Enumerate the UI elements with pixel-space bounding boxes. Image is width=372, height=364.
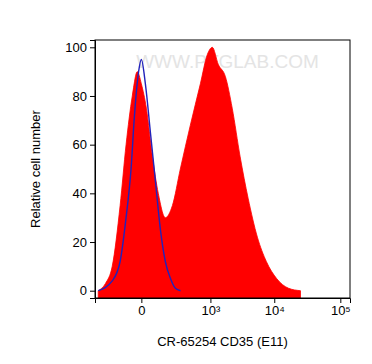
- x-tick-label: 0: [138, 303, 145, 318]
- x-tick-label: 10⁵: [331, 303, 351, 318]
- y-axis: 0 20 40 60 80 100: [65, 40, 95, 299]
- y-tick-label: 80: [73, 89, 87, 104]
- watermark: WWW.PTGLAB.COM: [136, 51, 319, 72]
- x-axis-line: [96, 299, 351, 304]
- x-tick: 10³: [202, 298, 221, 318]
- histogram-area: [98, 47, 300, 298]
- y-tick-mark: [90, 96, 95, 97]
- y-tick-label: 0: [80, 283, 87, 298]
- y-tick-label: 20: [73, 235, 87, 250]
- y-tick: 60: [73, 137, 95, 152]
- histogram-line: [98, 59, 180, 290]
- y-tick-label: 100: [65, 40, 87, 55]
- y-tick-mark: [90, 242, 95, 243]
- plot-frame: [95, 40, 350, 298]
- x-tick: 10⁵: [331, 298, 351, 318]
- y-tick-mark: [90, 47, 95, 48]
- y-tick: 20: [73, 235, 95, 250]
- y-tick-mark: [90, 291, 95, 292]
- x-tick-label: 10⁴: [265, 303, 285, 318]
- x-axis: 0 10³ 10⁴ 10⁵: [96, 298, 351, 318]
- x-tick: 0: [138, 298, 145, 318]
- x-axis-title: CR-65254 CD35 (E11): [157, 334, 288, 349]
- y-axis-line: [90, 41, 96, 299]
- y-tick-mark: [90, 193, 95, 194]
- y-tick-label: 60: [73, 137, 87, 152]
- y-axis-title: Relative cell number: [28, 109, 43, 227]
- plot-area: [98, 47, 300, 298]
- chart: WWW.PTGLAB.COM 0 10³ 10⁴ 10⁵ 0 20 40 60 80 100 CR-6…: [0, 0, 372, 364]
- y-tick-mark: [90, 145, 95, 146]
- y-tick: 100: [65, 40, 95, 55]
- y-tick: 80: [73, 89, 95, 104]
- x-tick-label: 10³: [202, 303, 221, 318]
- x-tick: 10⁴: [265, 298, 285, 318]
- y-tick: 0: [80, 283, 95, 298]
- y-tick: 40: [73, 186, 95, 201]
- y-tick-label: 40: [73, 186, 87, 201]
